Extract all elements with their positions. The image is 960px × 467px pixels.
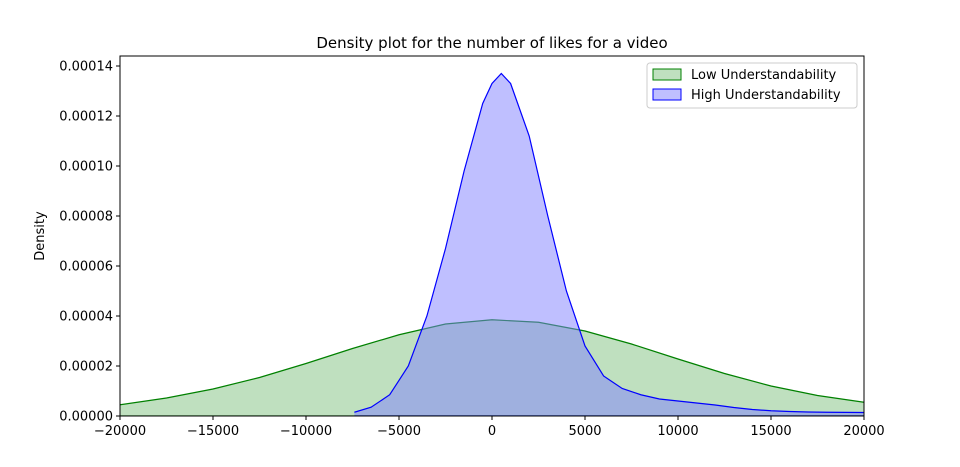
x-tick-label: 20000 bbox=[843, 424, 884, 439]
legend-label-0: Low Understandability bbox=[691, 68, 837, 83]
legend-swatch-0 bbox=[652, 68, 682, 81]
x-tick-label: 15000 bbox=[750, 424, 791, 439]
x-tick-label: −15000 bbox=[187, 424, 239, 439]
y-tick-label: 0.00008 bbox=[59, 210, 113, 225]
x-tick-label: −10000 bbox=[280, 424, 332, 439]
x-tick-label: 5000 bbox=[568, 424, 601, 439]
legend-label-1: High Understandability bbox=[691, 88, 841, 103]
y-tick-label: 0.00000 bbox=[59, 410, 113, 425]
x-tick-label: 10000 bbox=[657, 424, 698, 439]
x-tick-label: 0 bbox=[488, 424, 496, 439]
series-area-1 bbox=[354, 73, 864, 416]
legend-swatch-1 bbox=[652, 88, 682, 101]
legend-box bbox=[646, 62, 858, 109]
x-tick-label: −5000 bbox=[377, 424, 421, 439]
series-layer bbox=[120, 72, 864, 416]
y-tick-label: 0.00012 bbox=[59, 110, 113, 125]
x-tick-label: −20000 bbox=[94, 424, 146, 439]
y-tick-label: 0.00002 bbox=[59, 360, 113, 375]
chart-title: Density plot for the number of likes for… bbox=[316, 34, 667, 52]
y-axis-label: Density bbox=[33, 211, 48, 261]
x-axis: −20000 −15000 −10000 −5000 0 5000 10000 15000 20… bbox=[94, 416, 885, 439]
y-axis: 0.00000 0.00002 0.00004 0.00006 0.00008 0.000… bbox=[59, 60, 120, 425]
legend: Low Understandability High Understandabil… bbox=[646, 62, 858, 109]
y-tick-label: 0.00004 bbox=[59, 310, 113, 325]
y-tick-label: 0.00006 bbox=[59, 260, 113, 275]
series-line-1 bbox=[354, 72, 864, 414]
y-tick-label: 0.00010 bbox=[59, 160, 113, 175]
y-tick-label: 0.00014 bbox=[59, 60, 113, 75]
